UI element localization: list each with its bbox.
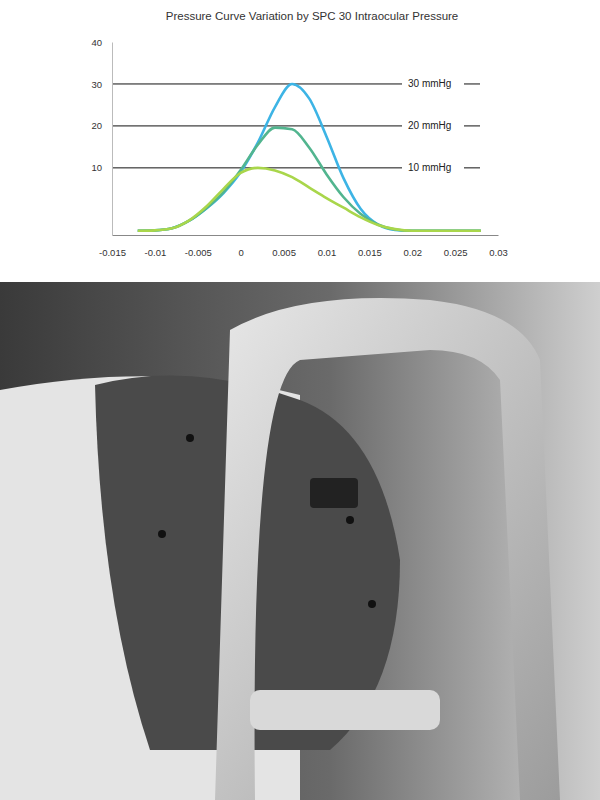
screw (368, 600, 376, 608)
x-tick: -0.005 (185, 235, 212, 258)
x-axis-line (113, 235, 499, 236)
photo-background (0, 282, 600, 800)
chin-rest (250, 690, 440, 730)
screw (346, 516, 354, 524)
x-tick: -0.01 (145, 235, 167, 258)
x-tick: 0.02 (403, 235, 422, 258)
annotation-label-bg (402, 76, 464, 92)
device-illustration (0, 282, 600, 800)
chart-title: Pressure Curve Variation by SPC 30 Intra… (166, 10, 459, 22)
head-rest-frame (215, 298, 560, 800)
annotation-labels: 30 mmHg 20 mmHg 10 mmHg (402, 76, 464, 176)
screw (158, 530, 166, 538)
pressure-curve (138, 168, 481, 231)
y-tick-label: 40 (91, 37, 102, 48)
x-tick-label: -0.01 (145, 247, 167, 258)
page: Pressure Curve Variation by SPC 30 Intra… (0, 0, 600, 800)
x-tick: 0.005 (272, 235, 296, 258)
y-tick: 30 (91, 78, 112, 89)
screw (186, 434, 194, 442)
annotation-label: 10 mmHg (408, 162, 451, 173)
y-tick: 40 (91, 37, 112, 48)
annotation-label: 20 mmHg (408, 120, 451, 131)
x-tick-label: 0.015 (358, 247, 382, 258)
pressure-curve (138, 84, 481, 231)
y-axis: 10 20 30 40 (91, 37, 112, 236)
y-tick: 20 (91, 120, 112, 131)
x-tick-label: 0 (239, 247, 244, 258)
x-tick: 0.01 (318, 235, 337, 258)
plot-area (138, 84, 481, 231)
annotation-label-bg (402, 160, 464, 176)
x-tick-label: 0.025 (444, 247, 468, 258)
annotation-lines (112, 84, 480, 168)
x-tick: 0 (239, 235, 244, 258)
y-tick-label: 10 (91, 162, 102, 173)
y-tick: 10 (91, 162, 112, 173)
y-tick-label: 20 (91, 120, 102, 131)
x-tick: -0.015 (99, 235, 126, 258)
x-tick-label: 0.03 (489, 247, 508, 258)
y-axis-line (112, 43, 113, 236)
x-tick: 0.015 (358, 235, 382, 258)
annotation-label: 30 mmHg (408, 78, 451, 89)
pressure-curve (138, 128, 481, 231)
x-tick-label: -0.005 (185, 247, 212, 258)
x-tick-label: 0.02 (403, 247, 422, 258)
y-tick-label: 30 (91, 78, 102, 89)
x-axis: -0.015 -0.01 -0.005 0 0.005 0.01 0.015 0.02 0.02… (99, 235, 508, 258)
x-tick: 0.025 (444, 235, 468, 258)
annotation-label-bg (402, 118, 464, 134)
x-tick-label: 0.005 (272, 247, 296, 258)
lens (310, 478, 358, 508)
x-tick: 0.03 (489, 235, 508, 258)
x-tick-label: 0.01 (318, 247, 337, 258)
x-tick-label: -0.015 (99, 247, 126, 258)
